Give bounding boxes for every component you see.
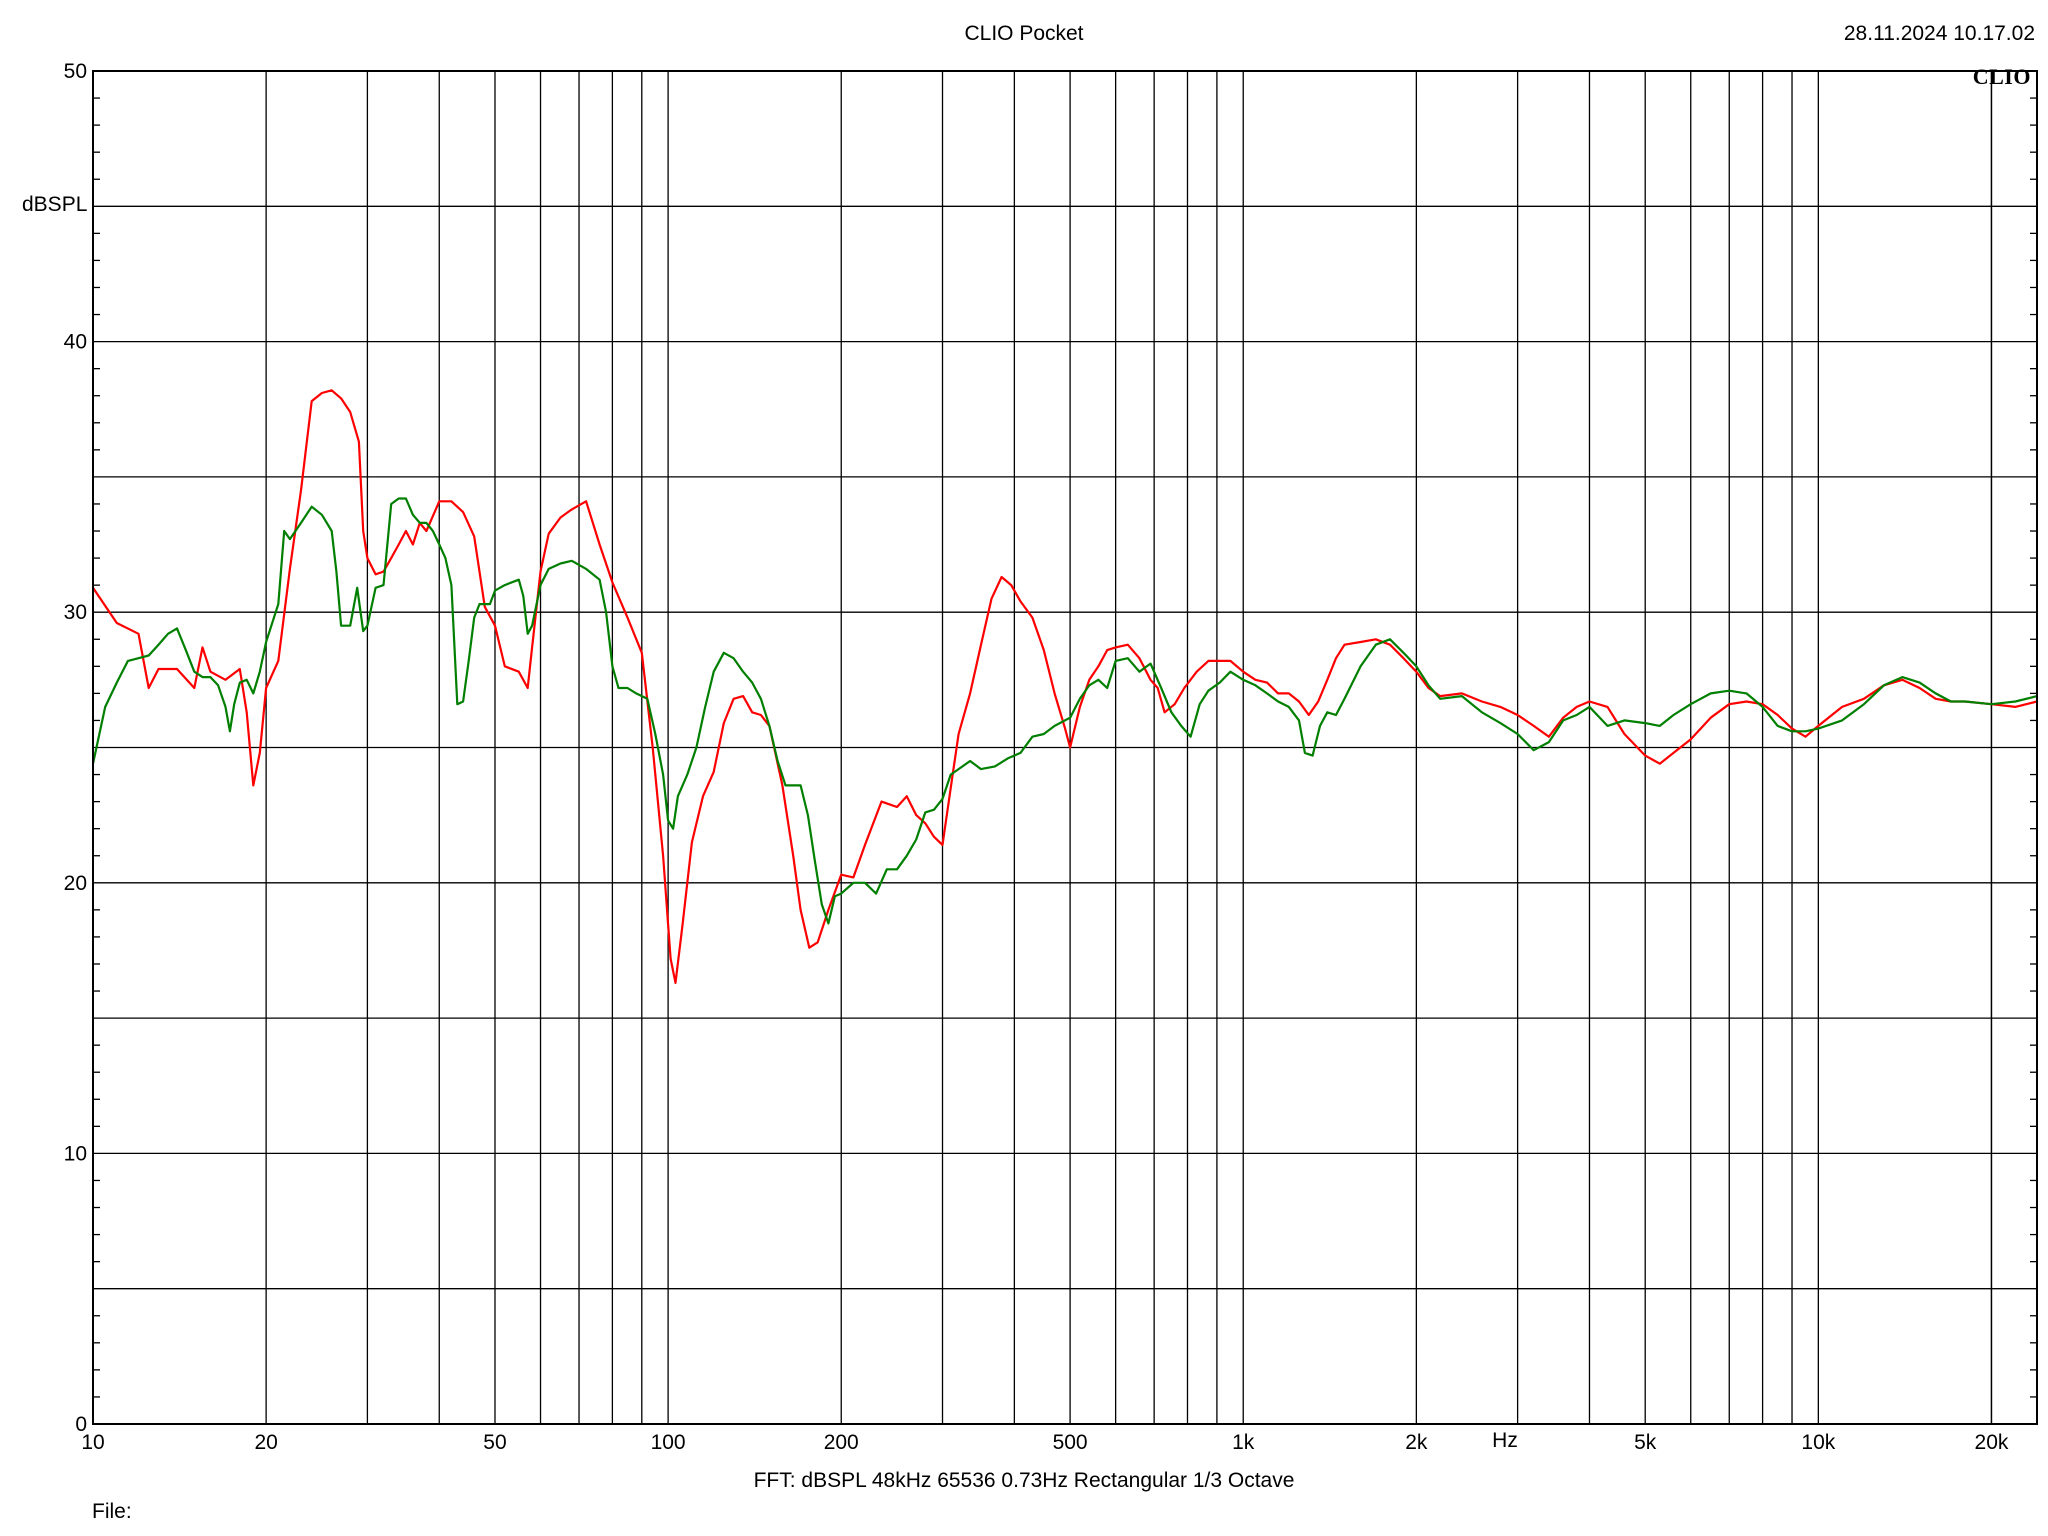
x-tick-label: 20 — [254, 1431, 277, 1454]
file-label: File: — [92, 1500, 132, 1523]
x-tick-label: 100 — [651, 1431, 686, 1454]
x-axis-unit-label: Hz — [1492, 1429, 1518, 1452]
x-tick-label: 500 — [1053, 1431, 1088, 1454]
y-tick-label: 10 — [64, 1142, 87, 1165]
measurement-timestamp: 28.11.2024 10.17.02 — [1843, 22, 2035, 45]
chart-title: CLIO Pocket — [964, 22, 1084, 45]
y-tick-label: 30 — [64, 601, 87, 624]
y-tick-label: 0 — [75, 1413, 87, 1436]
x-tick-label: 2k — [1405, 1431, 1428, 1454]
plot-frame — [92, 70, 2038, 1425]
x-tick-label: 50 — [483, 1431, 506, 1454]
x-tick-label: 1k — [1232, 1431, 1255, 1454]
file-info: File: — [92, 1500, 132, 1524]
x-tick-label: 5k — [1634, 1431, 1657, 1454]
series-group — [91, 389, 2039, 984]
y-axis-unit-label: dBSPL — [22, 193, 88, 216]
x-tick-label: 200 — [824, 1431, 859, 1454]
y-tick-label: 50 — [64, 60, 87, 83]
series-line-2 — [91, 497, 2039, 925]
clio-logo: CLIO — [1972, 64, 2031, 89]
fft-settings-line: FFT: dBSPL 48kHz 65536 0.73Hz Rectangula… — [753, 1469, 1295, 1492]
y-tick-label: 20 — [64, 872, 87, 895]
y-tick-label: 40 — [64, 331, 87, 354]
series-line-1 — [91, 389, 2039, 984]
x-tick-label: 20k — [1975, 1431, 2009, 1454]
grid — [93, 71, 2037, 1424]
x-tick-label: 10k — [1801, 1431, 1835, 1454]
x-tick-label: 10 — [81, 1431, 104, 1454]
